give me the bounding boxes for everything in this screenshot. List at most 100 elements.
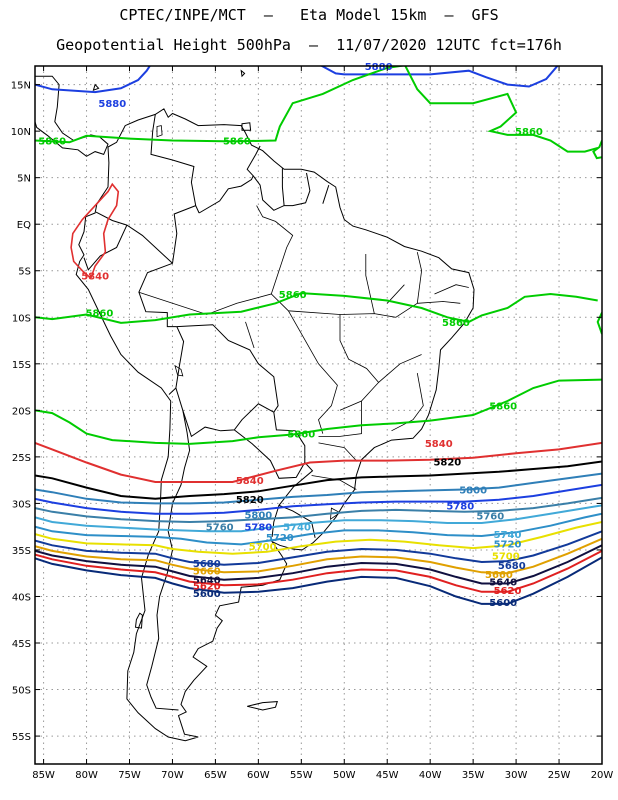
island-outline [247,701,279,711]
lat-tick-label: 30S [12,499,31,510]
state-border [339,314,379,383]
contour-label: 5860 [279,290,307,301]
contour-label: 5820 [236,495,264,506]
contour-5860 [35,292,598,324]
contour-5880 [319,66,559,88]
latitude-ticks: 15N 10N 5N EQ 5S 10S 15S 20S 25S 30S 35S 40S 45S 50S 5… [11,81,602,743]
lat-tick-label: EQ [17,220,31,231]
lake-outline [174,364,184,377]
country-border [168,326,185,395]
lon-tick-label: 30W [505,770,528,781]
contour-5740 [35,504,602,533]
state-border [318,401,362,437]
contour-5700 [35,521,602,555]
lat-tick-label: 25S [12,453,31,464]
lon-tick-label: 40W [419,770,442,781]
contour-5840 [70,182,120,279]
country-border [322,184,330,204]
contour-label: 5760 [206,523,234,534]
contour-label: 5780 [446,501,474,512]
country-border [233,429,306,479]
contour-5840 [35,441,602,483]
contour-label: 5860 [287,430,315,441]
state-border [311,475,357,490]
lat-tick-label: 35S [12,546,31,557]
contour-label: 5700 [492,552,520,563]
lat-tick-label: 5N [17,174,31,185]
island-outline [240,69,246,78]
lon-tick-label: 25W [548,770,571,781]
state-border [318,442,358,462]
lon-tick-label: 75W [118,770,141,781]
contour-5640 [35,544,602,585]
lon-tick-label: 80W [75,770,98,781]
contour-label: 5780 [244,523,272,534]
contour-5860 [596,312,602,335]
lon-tick-label: 50W [333,770,356,781]
contour-5860 [404,66,598,153]
lat-tick-label: 20S [12,406,31,417]
contour-5880 [35,66,151,94]
contour-label: 5700 [249,542,277,553]
contour-5860 [592,140,602,160]
lon-tick-label: 85W [32,770,55,781]
country-border [175,387,275,438]
contour-label: 5860 [38,136,66,147]
lat-tick-label: 10N [11,127,31,138]
contour-label: 5740 [283,523,311,534]
lat-tick-label: 45S [12,639,31,650]
island-outline [134,612,143,629]
country-border [271,505,280,537]
contour-labels: 5880 5880 5860 5860 5860 5860 5860 5860 5860 5860… [38,62,543,609]
lake-outline [156,125,163,138]
lat-tick-label: 40S [12,592,31,603]
contour-label: 5800 [459,485,487,496]
lon-tick-label: 20W [591,770,614,781]
contour-label: 5600 [489,598,517,609]
lat-tick-label: 5S [18,267,31,278]
contour-label: 5660 [485,570,513,581]
country-border [281,168,285,206]
longitude-ticks: 85W 80W 75W 70W 65W 60W 55W 50W 45W 40W 35W 30W 25W 2… [32,66,613,781]
contour-label: 5680 [498,561,526,572]
contour-label: 5840 [236,476,264,487]
contour-label: 5640 [193,576,221,587]
contour-label: 5880 [365,62,393,73]
lat-tick-label: 10S [12,313,31,324]
contour-label: 5840 [425,439,453,450]
country-border [138,205,196,328]
country-border [83,224,128,271]
contour-label: 5840 [81,271,109,282]
map-subtitle: Geopotential Height 500hPa – 11/07/2020 … [56,36,562,54]
contour-5720 [35,512,602,546]
country-border [146,410,191,711]
contour-5860 [35,378,602,445]
lat-tick-label: 15S [12,360,31,371]
country-border [150,114,200,214]
contour-label: 5740 [494,530,522,541]
island-outline [92,83,100,92]
lon-tick-label: 55W [290,770,313,781]
map-frame-bg [35,66,602,764]
contour-label: 5860 [515,127,543,138]
state-border [417,301,461,304]
contour-5660 [35,537,602,575]
contour-label: 5880 [98,99,126,110]
contour-5780 [35,483,602,515]
contour-5680 [35,530,602,566]
lon-tick-label: 35W [462,770,485,781]
contour-label: 5860 [223,136,251,147]
contour-label: 5620 [494,586,522,597]
contour-label: 5720 [266,533,294,544]
country-border [176,324,279,413]
contour-label: 5860 [442,318,470,329]
island-outline [197,52,211,58]
contour-5800 [35,472,602,505]
contour-label: 5720 [494,539,522,550]
country-border [273,412,306,463]
contour-5820 [35,460,602,500]
contour-label: 5800 [244,511,272,522]
contour-5760 [35,496,602,524]
contour-label: 5860 [86,309,114,320]
